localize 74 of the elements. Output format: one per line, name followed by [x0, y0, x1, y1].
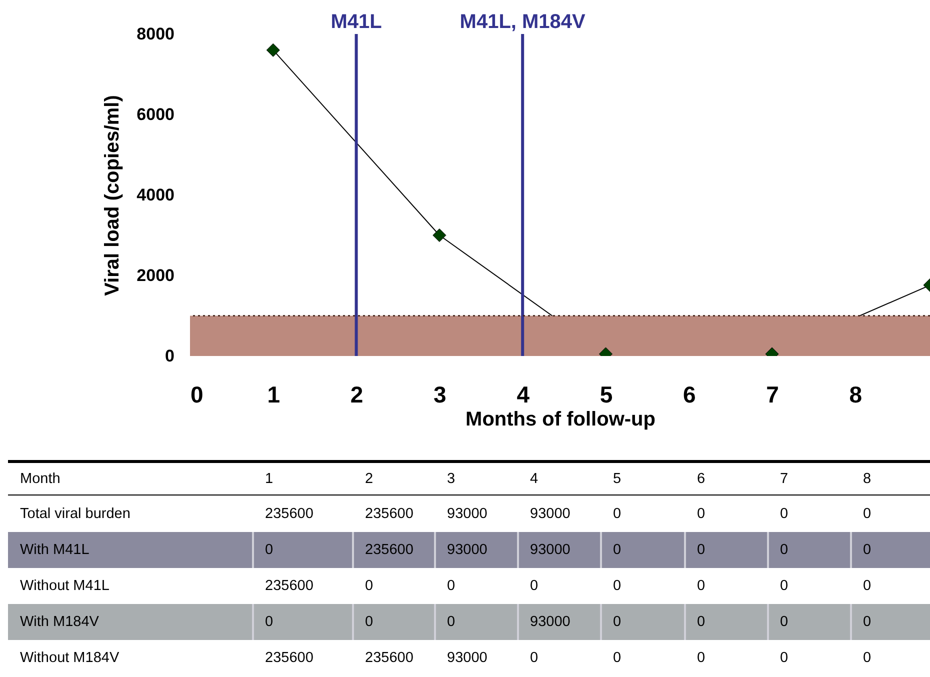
y-tick-label: 2000: [136, 266, 174, 285]
data-label: 93000: [447, 650, 488, 666]
x-tick-label: 5: [600, 382, 613, 408]
data-label: 0: [780, 650, 788, 666]
x-tick-label: 5: [613, 471, 622, 487]
ref-line-label: M41L, M184V: [460, 11, 586, 33]
data-label: 0: [697, 614, 706, 630]
data-label: 93000: [447, 506, 488, 522]
x-tick-label: 4: [516, 382, 530, 408]
data-label: 0: [613, 542, 622, 558]
y-tick-label: 6000: [136, 105, 174, 124]
data-label: 0: [613, 650, 622, 666]
x-tick-label: 7: [766, 382, 779, 408]
data-label: 0: [780, 542, 788, 558]
x-tick-label: 8: [849, 382, 862, 408]
x-tick-label: 0: [190, 382, 204, 408]
x-tick-label: 3: [447, 471, 456, 487]
point: [432, 228, 446, 242]
y-tick-label: With M184V: [20, 614, 100, 630]
data-label: 0: [863, 650, 872, 666]
y-tick-label: Without M184V: [20, 650, 120, 666]
data-label: 93000: [530, 506, 570, 522]
data-label: 0: [863, 542, 872, 558]
y-tick-label: 8000: [136, 24, 174, 44]
data-label: 0: [697, 578, 706, 594]
data-label: 235600: [365, 542, 414, 558]
data-label: 93000: [447, 542, 488, 558]
x-tick-label: 7: [780, 471, 788, 487]
data-label: 0: [697, 650, 706, 666]
data-label: 0: [780, 506, 788, 522]
x-axis-title: Months of follow-up: [466, 408, 656, 430]
data-label: 0: [613, 614, 622, 630]
x-tick-label: 1: [265, 471, 274, 487]
y-tick-label: 0: [165, 346, 174, 366]
data-label: 235600: [365, 650, 414, 666]
data-label: 235600: [265, 506, 314, 522]
data-label: 0: [697, 506, 706, 522]
data-label: 235600: [265, 650, 314, 666]
data-label: 0: [863, 506, 872, 522]
data-label: 0: [530, 650, 538, 666]
y-tick-label: Without M41L: [20, 578, 110, 594]
data-label: 0: [863, 614, 872, 630]
data-label: 0: [613, 578, 622, 594]
data-label: 0: [613, 506, 622, 522]
x-axis-title: Month: [20, 471, 60, 487]
y-tick-label: With M41L: [20, 542, 90, 558]
x-tick-label: 3: [434, 382, 446, 408]
x-tick-label: 8: [863, 471, 872, 487]
data-label: 0: [780, 614, 788, 630]
data-label: 235600: [365, 506, 414, 522]
y-tick-label: 4000: [136, 186, 174, 204]
data-label: 0: [863, 578, 872, 594]
x-tick-label: 4: [530, 471, 538, 487]
x-tick-label: 2: [365, 471, 374, 487]
data-label: 0: [780, 578, 788, 594]
data-label: 0: [265, 542, 274, 558]
x-tick-label: 2: [350, 382, 364, 408]
x-tick-label: 1: [267, 382, 280, 408]
y-axis-title: Viral load (copies/ml): [102, 95, 124, 296]
data-label: 93000: [530, 614, 570, 630]
data-label: 0: [530, 578, 538, 594]
data-label: 0: [447, 578, 456, 594]
x-tick-label: 6: [682, 382, 696, 408]
data-label: 93000: [530, 542, 570, 558]
x-tick-label: 6: [697, 471, 706, 487]
data-label: 0: [447, 614, 456, 630]
ref-line-label: M41L: [330, 11, 382, 33]
data-label: 0: [697, 542, 706, 558]
data-label: 0: [365, 578, 374, 594]
data-label: 235600: [265, 578, 314, 594]
data-label: 0: [365, 614, 374, 630]
y-tick-label: Total viral burden: [20, 506, 130, 522]
point: [266, 43, 280, 57]
data-label: 0: [265, 614, 274, 630]
